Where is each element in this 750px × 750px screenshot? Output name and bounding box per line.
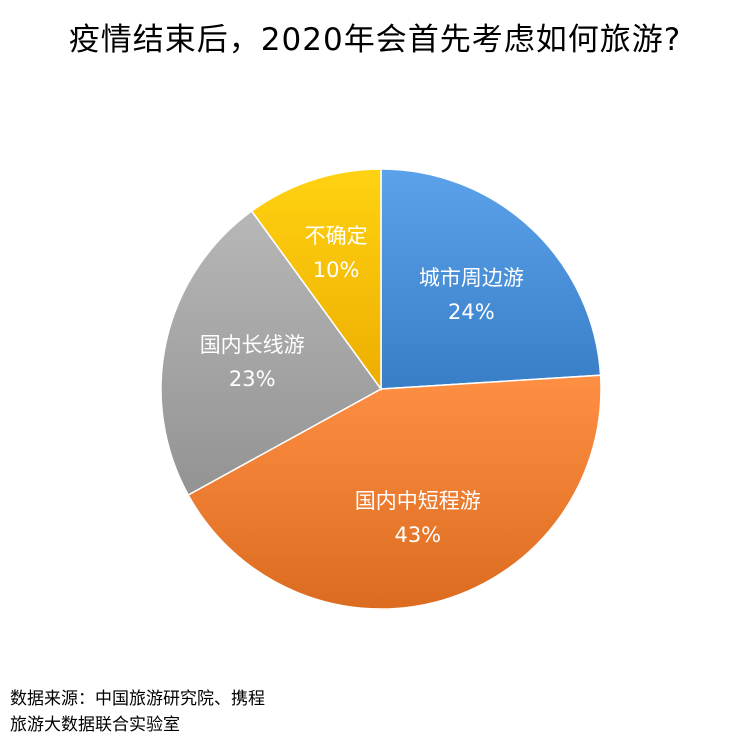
slice-value-label-2: 23%: [229, 367, 276, 391]
pie-slice-1: [187, 374, 602, 610]
pie-slice-2: [160, 209, 383, 497]
source-note-line1: 数据来源：中国旅游研究院、携程: [10, 689, 265, 709]
pie-slice-3: [250, 168, 382, 392]
pie-slice-0: [380, 168, 602, 390]
slice-value-label-1: 43%: [394, 523, 441, 547]
source-note-line2: 旅游大数据联合实验室: [10, 715, 180, 735]
slice-label-1: 国内中短程游: [355, 489, 481, 513]
slice-value-label-3: 10%: [313, 258, 360, 282]
pie-slices: [160, 168, 602, 610]
slice-value-label-0: 24%: [448, 300, 495, 324]
chart-title: 疫情结束后，2020年会首先考虑如何旅游?: [68, 22, 682, 58]
slice-label-2: 国内长线游: [200, 333, 305, 357]
slice-label-0: 城市周边游: [419, 266, 524, 290]
pie-labels: 城市周边游 24% 国内中短程游 43% 国内长线游 23% 不确定 10%: [200, 224, 524, 547]
slice-label-3: 不确定: [305, 224, 368, 248]
